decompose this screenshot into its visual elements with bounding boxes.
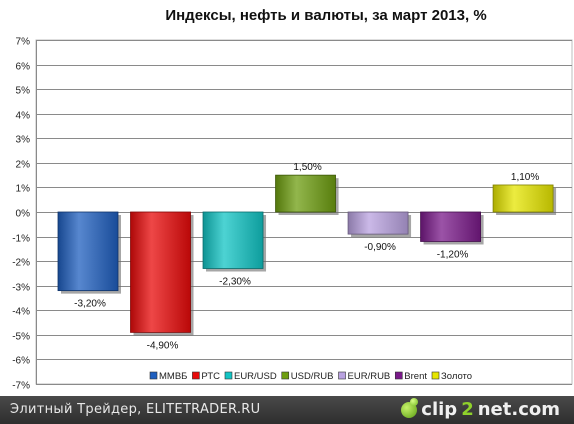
bar-EUR/USD: [202, 211, 264, 269]
data-label: -3,20%: [74, 299, 106, 310]
clip2net-icon: [401, 397, 419, 418]
legend-swatch: [149, 371, 158, 380]
y-tick-label: 3%: [16, 135, 31, 146]
legend-label: USD/RUB: [291, 371, 334, 382]
y-tick-label: 1%: [16, 184, 31, 195]
legend-swatch: [338, 371, 346, 380]
y-tick-label: 0%: [16, 209, 31, 220]
y-tick-label: -2%: [12, 258, 30, 269]
y-tick-label: -3%: [12, 283, 30, 294]
brand-clip: clip: [421, 399, 458, 420]
y-tick-label: -4%: [12, 307, 30, 318]
y-tick-label: -6%: [12, 356, 30, 367]
data-label: 1,50%: [293, 162, 321, 173]
brand-net: net.com: [477, 399, 560, 420]
bar-USD/RUB: [275, 174, 336, 213]
footer-source-text: Элитный Трейдер, ELITETRADER.RU: [10, 402, 261, 417]
data-label: -1,20%: [437, 249, 469, 260]
legend-swatch: [394, 371, 403, 380]
y-tick-label: -1%: [12, 234, 30, 245]
chart-title: Индексы, нефть и валюты, за март 2013, %: [165, 7, 486, 24]
legend-label: РТС: [201, 371, 220, 382]
clip2net-logo: clip 2 net.com: [401, 397, 560, 420]
legend-label: Brent: [404, 371, 427, 382]
data-label: -2,30%: [219, 277, 251, 288]
footer-bar: Элитный Трейдер, ELITETRADER.RU clip 2 net…: [0, 396, 574, 424]
chart: Индексы, нефть и валюты, за март 2013, %…: [12, 7, 573, 392]
bar-РТС: [130, 211, 191, 333]
bar-EUR/RUB: [347, 211, 409, 235]
y-tick-label: -5%: [12, 332, 30, 343]
data-label: -4,90%: [147, 340, 179, 351]
y-tick-label: 2%: [16, 160, 31, 171]
y-tick-label: 7%: [16, 37, 31, 48]
legend-swatch: [281, 371, 290, 380]
legend-swatch: [192, 371, 200, 380]
bar-Золото: [492, 184, 554, 213]
brand-two: 2: [461, 399, 474, 420]
data-label: 1,10%: [511, 172, 539, 183]
legend-label: Золото: [441, 371, 472, 382]
y-tick-label: 5%: [16, 86, 31, 97]
legend-label: EUR/RUB: [348, 371, 391, 382]
legend-label: ММВБ: [159, 371, 187, 382]
y-tick-label: -7%: [12, 381, 30, 392]
legend-swatch: [224, 371, 233, 380]
legend-label: EUR/USD: [234, 371, 277, 382]
data-label: -0,90%: [364, 242, 396, 253]
legend-swatch: [431, 371, 440, 380]
bar-ММВБ: [57, 211, 119, 292]
y-tick-label: 4%: [16, 111, 31, 122]
y-tick-label: 6%: [16, 62, 31, 73]
bar-Brent: [420, 211, 481, 242]
